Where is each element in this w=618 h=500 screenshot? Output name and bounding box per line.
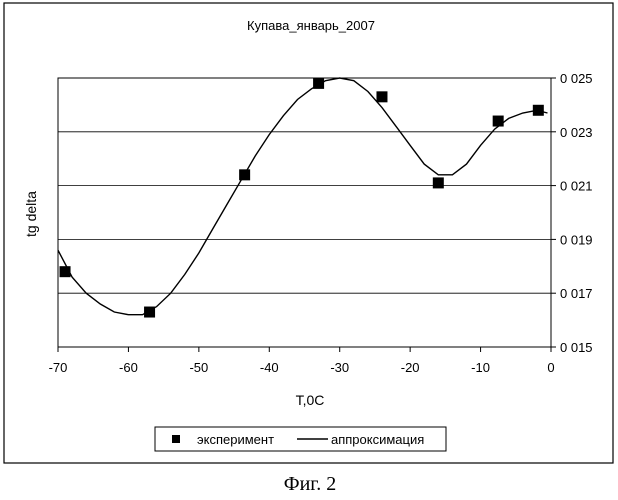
experiment-point-2 [239, 169, 250, 180]
figure-caption: Фиг. 2 [284, 473, 336, 495]
y-tick-label-4: 0 023 [560, 125, 593, 140]
y-tick-label-3: 0 021 [560, 179, 593, 194]
x-tick-label-3: -40 [260, 360, 279, 375]
plot-area [58, 78, 551, 347]
x-tick-label-0: -70 [49, 360, 68, 375]
y-tick-label-0: 0 015 [560, 340, 593, 355]
experiment-point-0 [60, 266, 71, 277]
x-tick-label-4: -30 [330, 360, 349, 375]
legend-square-marker-icon [172, 435, 180, 443]
experiment-point-1 [144, 307, 155, 318]
x-tick-label-5: -20 [401, 360, 420, 375]
x-tick-label-1: -60 [119, 360, 138, 375]
x-tick-label-2: -50 [189, 360, 208, 375]
legend-label-experiment: эксперимент [197, 432, 274, 447]
y-axis-label: tg delta [23, 191, 39, 237]
experiment-point-6 [493, 116, 504, 127]
experiment-point-7 [533, 105, 544, 116]
x-tick-label-6: -10 [471, 360, 490, 375]
x-tick-label-7: 0 [547, 360, 554, 375]
experiment-point-5 [433, 177, 444, 188]
x-axis-label: T,0C [296, 392, 325, 408]
y-tick-label-5: 0 025 [560, 71, 593, 86]
experiment-point-3 [313, 78, 324, 89]
legend: эксперимент аппроксимация [155, 427, 446, 451]
chart-title: Купава_январь_2007 [247, 18, 375, 33]
experiment-point-4 [376, 91, 387, 102]
y-tick-label-2: 0 019 [560, 232, 593, 247]
legend-label-approximation: аппроксимация [331, 432, 424, 447]
y-tick-label-1: 0 017 [560, 286, 593, 301]
